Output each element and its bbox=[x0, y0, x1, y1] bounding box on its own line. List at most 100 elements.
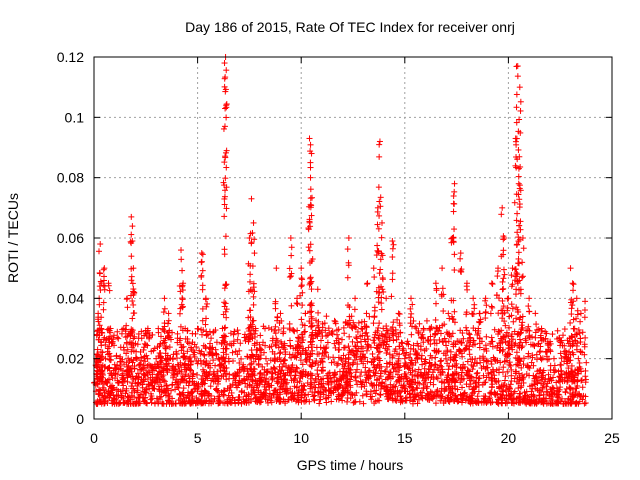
y-tick-label: 0.06 bbox=[57, 230, 84, 246]
data-point bbox=[408, 331, 415, 338]
data-point bbox=[298, 316, 305, 323]
data-point bbox=[198, 259, 205, 266]
data-point bbox=[570, 287, 577, 294]
data-point bbox=[307, 164, 314, 171]
data-point bbox=[208, 335, 215, 342]
data-point bbox=[274, 314, 281, 321]
data-point bbox=[380, 288, 387, 295]
data-point bbox=[160, 309, 167, 316]
data-point bbox=[458, 268, 465, 275]
data-point bbox=[568, 305, 575, 312]
data-point bbox=[331, 317, 338, 324]
data-point bbox=[568, 311, 575, 318]
data-point bbox=[576, 359, 583, 366]
data-point bbox=[275, 326, 282, 333]
data-point bbox=[131, 310, 138, 317]
data-point bbox=[397, 329, 404, 336]
data-point bbox=[349, 338, 356, 345]
data-point bbox=[427, 333, 434, 340]
y-tick-label: 0 bbox=[76, 411, 84, 427]
data-point bbox=[221, 60, 228, 67]
data-point bbox=[217, 361, 224, 368]
data-point bbox=[501, 377, 508, 384]
data-point bbox=[100, 266, 107, 273]
data-point bbox=[432, 300, 439, 307]
data-point bbox=[221, 299, 228, 306]
data-point bbox=[463, 280, 470, 287]
data-point bbox=[306, 135, 313, 142]
data-point bbox=[298, 275, 305, 282]
data-point bbox=[223, 67, 230, 74]
data-point bbox=[461, 390, 468, 397]
data-point bbox=[199, 282, 206, 289]
data-point bbox=[432, 316, 439, 323]
data-point bbox=[222, 300, 229, 307]
data-point bbox=[338, 357, 345, 364]
data-point bbox=[106, 287, 113, 294]
data-point bbox=[328, 398, 335, 405]
data-point bbox=[470, 295, 477, 302]
data-point bbox=[174, 355, 181, 362]
data-point bbox=[549, 331, 556, 338]
data-point bbox=[160, 326, 167, 333]
data-point bbox=[578, 377, 585, 384]
data-point bbox=[441, 380, 448, 387]
data-point bbox=[413, 325, 420, 332]
data-point bbox=[464, 286, 471, 293]
y-tick-label: 0.1 bbox=[65, 109, 85, 125]
data-point bbox=[222, 324, 229, 331]
data-point bbox=[511, 199, 518, 206]
data-point bbox=[376, 153, 383, 160]
data-point bbox=[516, 182, 523, 189]
data-point bbox=[575, 355, 582, 362]
data-point bbox=[389, 238, 396, 245]
data-point bbox=[416, 380, 423, 387]
data-point bbox=[508, 301, 515, 308]
y-tick-label: 0.12 bbox=[57, 49, 84, 65]
data-point bbox=[577, 318, 584, 325]
data-point bbox=[461, 389, 468, 396]
data-point bbox=[179, 267, 186, 274]
data-point bbox=[248, 240, 255, 247]
data-point bbox=[517, 98, 524, 105]
data-point bbox=[262, 355, 269, 362]
data-point bbox=[234, 336, 241, 343]
data-point bbox=[369, 350, 376, 357]
data-point bbox=[466, 351, 473, 358]
data-point bbox=[573, 295, 580, 302]
data-point bbox=[307, 309, 314, 316]
data-point bbox=[499, 286, 506, 293]
data-point bbox=[307, 174, 314, 181]
data-point bbox=[579, 396, 586, 403]
data-point bbox=[581, 400, 588, 407]
data-point bbox=[457, 250, 464, 257]
data-point bbox=[488, 303, 495, 310]
data-point bbox=[124, 378, 131, 385]
data-point bbox=[257, 332, 264, 339]
data-point bbox=[416, 320, 423, 327]
data-point bbox=[557, 361, 564, 368]
data-point bbox=[559, 395, 566, 402]
data-point bbox=[288, 244, 295, 251]
data-point bbox=[355, 319, 362, 326]
data-point bbox=[449, 235, 456, 241]
data-point bbox=[375, 184, 382, 191]
data-point bbox=[222, 187, 229, 194]
data-point bbox=[352, 295, 359, 302]
data-point bbox=[474, 369, 481, 376]
data-point bbox=[483, 333, 490, 340]
data-point bbox=[389, 254, 396, 261]
data-point bbox=[298, 283, 305, 290]
data-point bbox=[377, 194, 384, 201]
data-point bbox=[501, 271, 508, 278]
data-point bbox=[371, 356, 378, 363]
data-point bbox=[96, 269, 103, 276]
data-point bbox=[307, 301, 314, 308]
data-point bbox=[445, 392, 452, 399]
data-point bbox=[161, 305, 168, 312]
data-point bbox=[532, 334, 539, 341]
data-point bbox=[294, 300, 301, 307]
data-point bbox=[265, 324, 272, 331]
data-point bbox=[370, 320, 377, 327]
data-point bbox=[208, 345, 215, 352]
